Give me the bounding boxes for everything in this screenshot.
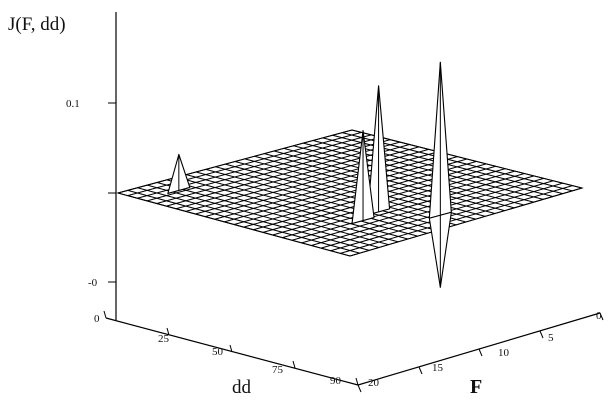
dd-tick-mark <box>229 344 233 353</box>
f-tick-mark <box>418 366 423 375</box>
z-tick-label: 0.1 <box>66 98 80 110</box>
f-ticks: 0 5 10 15 20 <box>357 310 604 393</box>
z-axis-label: J(F, dd) <box>8 14 66 35</box>
dd-tick-mark <box>166 327 170 336</box>
z-tick-label: -0 <box>88 277 98 289</box>
f-tick-label: 20 <box>368 377 380 389</box>
f-tick-label: 0 <box>596 310 602 322</box>
surface-peaks <box>167 61 452 288</box>
surface-grid-line <box>340 185 573 254</box>
f-axis-label: F <box>470 376 482 398</box>
dd-tick-mark <box>355 377 359 386</box>
surface-grid-line <box>349 187 583 257</box>
dd-tick-mark <box>292 360 296 369</box>
dd-tick-mark <box>103 310 107 319</box>
f-tick-label: 15 <box>432 362 444 374</box>
surface-grid-line <box>351 129 583 189</box>
f-tick-mark <box>357 384 362 393</box>
f-tick-mark <box>599 312 604 321</box>
surface-grid-line <box>312 140 544 200</box>
dd-tick-label: 0 <box>94 313 100 325</box>
f-tick-mark <box>539 330 544 339</box>
f-tick-label: 5 <box>548 332 554 344</box>
dd-ticks: 0 25 50 75 90 <box>94 310 359 387</box>
dd-tick-label: 75 <box>272 364 284 376</box>
dd-tick-label: 90 <box>330 375 342 387</box>
surface-mesh <box>116 129 584 257</box>
f-tick-label: 10 <box>498 347 510 359</box>
dd-tick-label: 50 <box>212 346 224 358</box>
dd-axis-label: dd <box>232 377 252 398</box>
dd-tick-label: 25 <box>158 333 170 345</box>
f-tick-mark <box>478 348 483 357</box>
